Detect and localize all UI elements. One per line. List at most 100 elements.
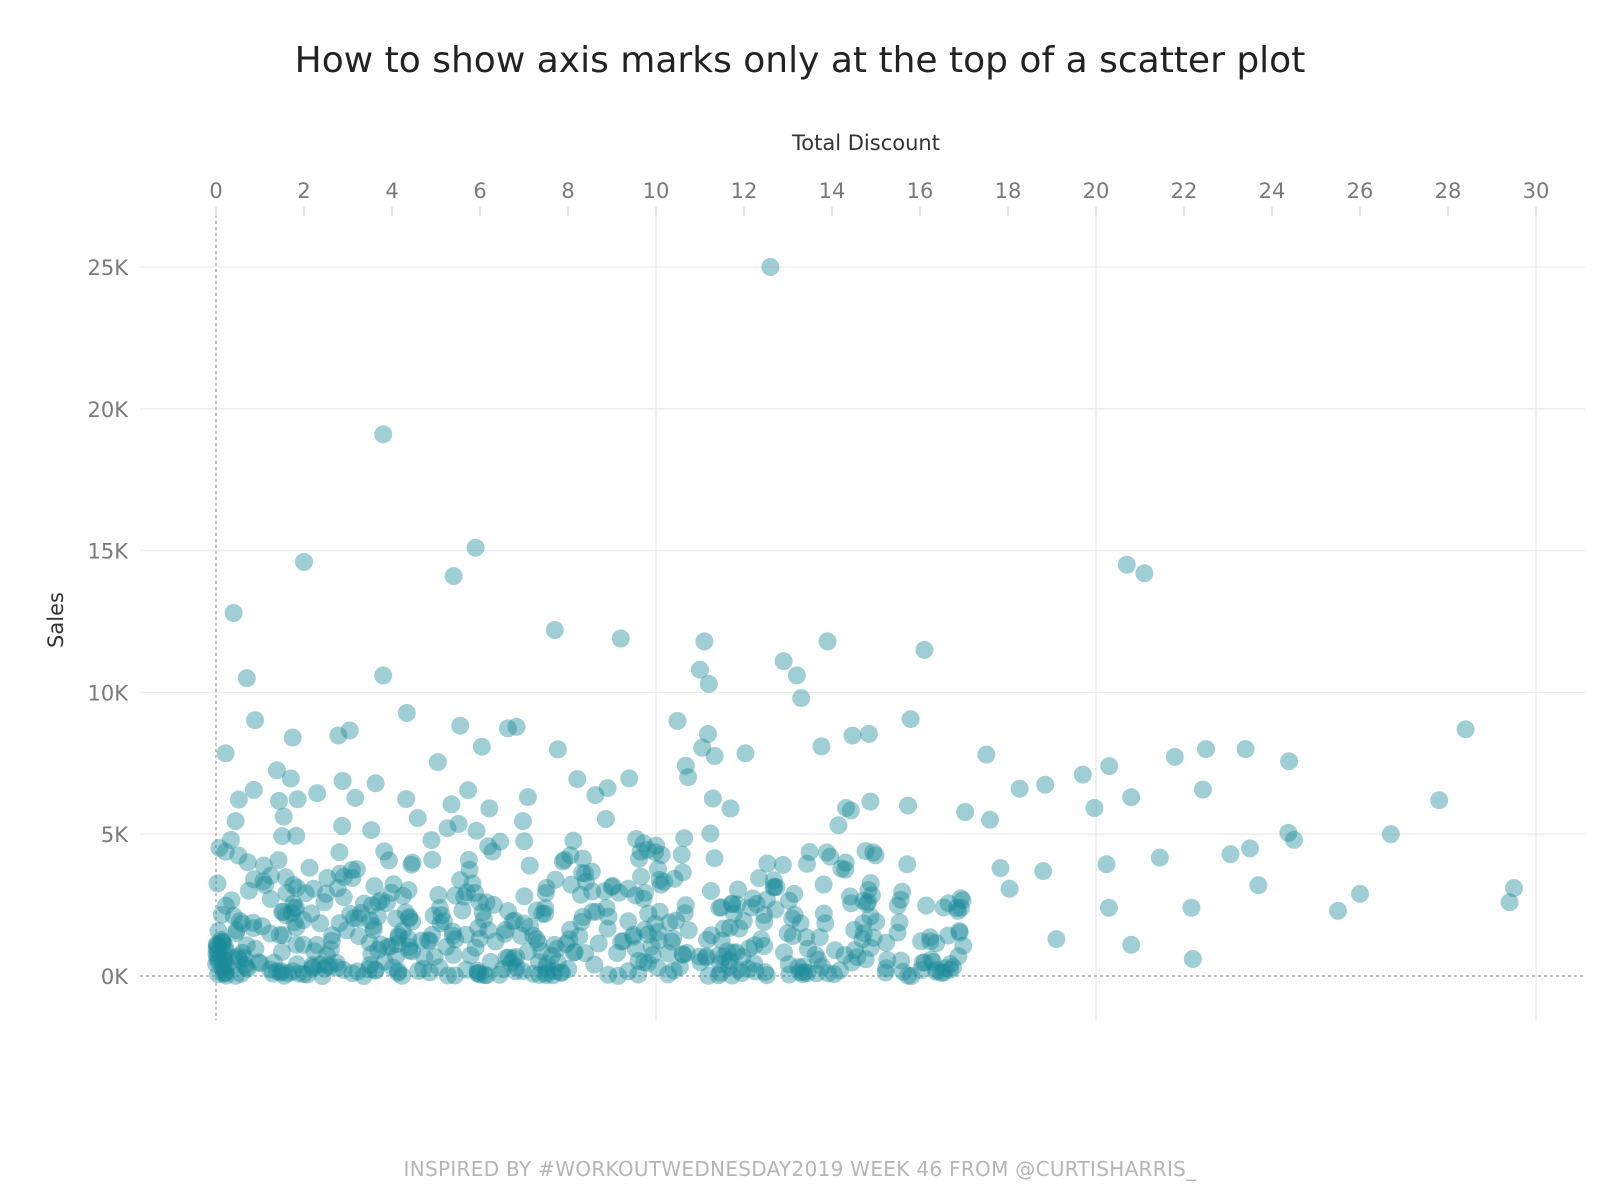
data-point (477, 893, 496, 912)
data-point (375, 842, 394, 861)
data-point (388, 963, 407, 982)
data-point (649, 860, 667, 878)
data-point (229, 947, 248, 966)
data-point (287, 935, 306, 954)
data-point (595, 882, 614, 901)
data-point (710, 898, 729, 917)
data-point (798, 939, 817, 958)
data-point (787, 666, 806, 685)
data-point (445, 966, 464, 985)
data-point (285, 913, 304, 932)
data-point (572, 912, 591, 931)
data-point (927, 961, 946, 979)
data-point (956, 803, 975, 821)
data-point (780, 965, 799, 984)
data-point (328, 958, 347, 977)
data-point (1000, 879, 1019, 898)
data-point (655, 872, 674, 891)
data-point (225, 948, 244, 967)
data-point (1097, 855, 1116, 874)
data-point (214, 950, 233, 969)
data-point (648, 958, 667, 977)
data-point (229, 846, 248, 865)
data-point (532, 942, 551, 961)
data-point (837, 799, 856, 817)
x-tick-label: 18 (995, 179, 1022, 203)
data-point (866, 846, 885, 865)
x-tick-label: 2 (297, 179, 310, 203)
data-point (403, 853, 422, 872)
data-point (795, 963, 814, 982)
y-axis-title: Sales (44, 592, 68, 648)
data-point (460, 860, 479, 879)
data-point (599, 907, 618, 926)
data-point (577, 872, 595, 891)
data-point (551, 963, 570, 982)
data-point (231, 912, 249, 931)
data-point (209, 943, 228, 962)
data-point (256, 876, 274, 894)
data-point (304, 879, 323, 898)
data-point (419, 931, 438, 950)
data-point (468, 964, 487, 983)
grid-lines (140, 215, 1585, 1020)
data-point (302, 904, 321, 923)
data-point (1100, 757, 1119, 776)
data-point (818, 632, 837, 651)
data-point (453, 901, 472, 920)
data-point (842, 894, 861, 913)
data-point (451, 716, 470, 735)
data-point (672, 845, 691, 864)
data-point (619, 962, 638, 981)
data-point (377, 894, 396, 913)
data-point (270, 791, 288, 810)
data-point (720, 918, 739, 937)
data-point (215, 951, 234, 969)
data-point (209, 936, 228, 955)
data-point (527, 930, 546, 948)
data-point (210, 838, 229, 857)
data-point (806, 945, 825, 964)
data-point (924, 953, 943, 971)
data-point (824, 965, 843, 984)
data-point (1197, 740, 1215, 759)
data-point (317, 884, 336, 903)
x-tick-label: 24 (1259, 179, 1286, 203)
data-point (675, 904, 694, 923)
data-point (619, 912, 638, 931)
data-point (303, 959, 322, 978)
data-point (294, 935, 313, 954)
data-point (624, 925, 643, 944)
data-point (977, 745, 996, 764)
data-point (583, 902, 602, 921)
data-point (372, 891, 391, 910)
data-point (568, 770, 587, 789)
data-point (705, 849, 724, 868)
data-point (342, 861, 361, 879)
data-point (1010, 779, 1029, 798)
data-point (742, 898, 760, 917)
data-point (773, 855, 792, 874)
data-point (561, 920, 580, 939)
data-point (1117, 555, 1136, 574)
data-point (536, 899, 555, 918)
data-point (813, 957, 832, 976)
data-point (472, 737, 491, 756)
data-point (890, 913, 909, 932)
data-point (227, 921, 246, 940)
data-point (728, 895, 747, 914)
data-point (209, 921, 228, 940)
data-point (739, 959, 758, 978)
data-point (697, 948, 715, 967)
data-point (954, 936, 973, 955)
data-point (294, 965, 313, 984)
data-point (1249, 876, 1268, 895)
data-point (305, 942, 324, 961)
data-point (213, 932, 232, 951)
data-point (366, 960, 385, 979)
x-tick-label: 12 (731, 179, 758, 203)
data-point (561, 846, 580, 865)
data-point (861, 907, 880, 926)
data-point (486, 932, 505, 951)
data-point (387, 909, 406, 928)
